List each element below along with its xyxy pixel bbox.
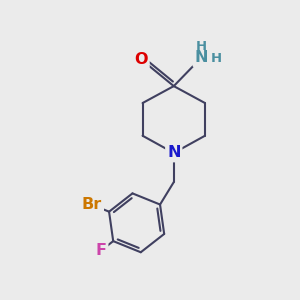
Text: Br: Br — [82, 197, 102, 212]
Text: H: H — [196, 40, 207, 53]
Text: O: O — [134, 52, 148, 67]
Text: F: F — [95, 243, 106, 258]
Text: N: N — [194, 50, 208, 65]
Text: H: H — [211, 52, 222, 65]
Text: N: N — [167, 146, 181, 160]
